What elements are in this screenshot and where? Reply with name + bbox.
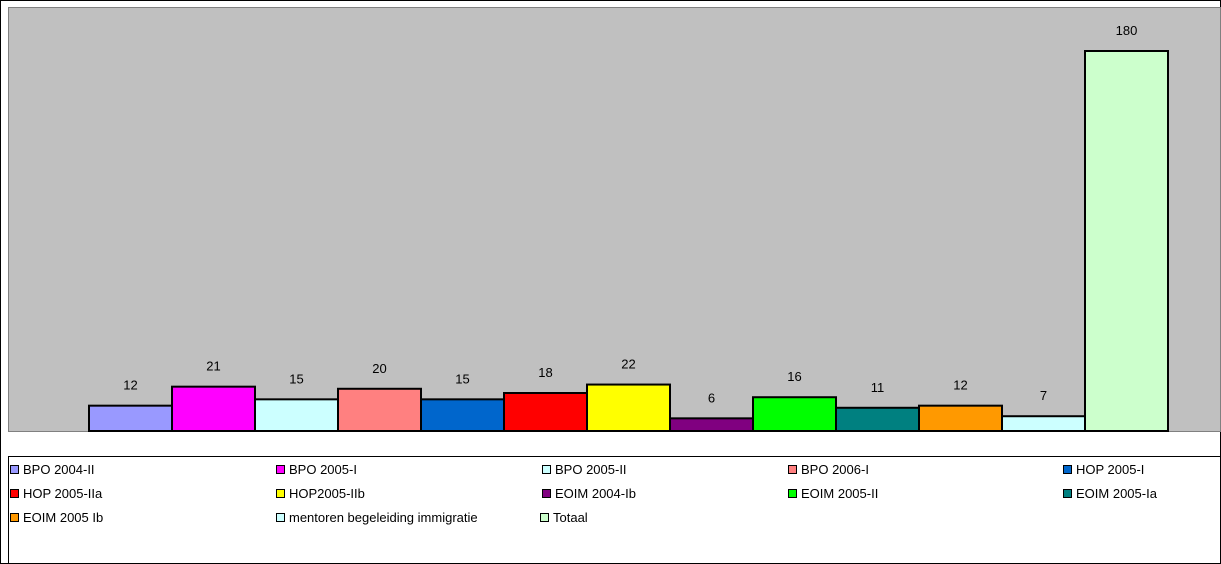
legend-item-10: EOIM 2005 Ib <box>10 510 103 525</box>
legend-swatch-11 <box>276 513 285 522</box>
data-label-1: 21 <box>206 359 220 374</box>
legend-swatch-9 <box>1063 489 1072 498</box>
legend-swatch-2 <box>542 465 551 474</box>
legend-label-5: HOP 2005-IIa <box>23 486 103 501</box>
legend-item-11: mentoren begeleiding immigratie <box>276 510 478 525</box>
bar-11 <box>1001 415 1086 433</box>
legend-label-6: HOP2005-IIb <box>289 486 365 501</box>
data-label-7: 6 <box>708 390 715 405</box>
bar-7 <box>669 417 754 433</box>
legend-label-12: Totaal <box>553 510 588 525</box>
legend-item-7: EOIM 2004-Ib <box>542 486 636 501</box>
legend-label-7: EOIM 2004-Ib <box>555 486 636 501</box>
legend-label-0: BPO 2004-II <box>23 462 95 477</box>
bars-group: 12 21 15 20 15 18 22 6 16 11 12 7 180 <box>88 23 1169 433</box>
legend-item-1: BPO 2005-I <box>276 462 357 477</box>
plot-area <box>8 7 1221 432</box>
legend-label-11: mentoren begeleiding immigratie <box>289 510 478 525</box>
data-label-9: 11 <box>871 380 885 395</box>
legend-swatch-1 <box>276 465 285 474</box>
data-label-4: 15 <box>455 371 469 386</box>
data-label-11: 7 <box>1040 388 1047 403</box>
legend-label-9: EOIM 2005-Ia <box>1076 486 1157 501</box>
legend-item-5: HOP 2005-IIa <box>10 486 102 501</box>
legend-item-8: EOIM 2005-II <box>788 486 878 501</box>
bar-8 <box>752 396 837 433</box>
data-label-2: 15 <box>289 371 303 386</box>
bar-6 <box>586 383 671 432</box>
legend-swatch-4 <box>1063 465 1072 474</box>
legend-item-4: HOP 2005-I <box>1063 462 1144 477</box>
legend-swatch-7 <box>542 489 551 498</box>
legend-item-6: HOP2005-IIb <box>276 486 365 501</box>
legend-item-12: Totaal <box>540 510 588 525</box>
legend-swatch-12 <box>540 513 549 522</box>
bar-0 <box>88 404 173 432</box>
bar-5 <box>503 392 588 432</box>
legend-swatch-10 <box>10 513 19 522</box>
legend-label-1: BPO 2005-I <box>289 462 357 477</box>
legend-item-9: EOIM 2005-Ia <box>1063 486 1157 501</box>
data-label-0: 12 <box>123 378 137 393</box>
bar-9 <box>835 406 920 432</box>
data-label-5: 18 <box>538 365 552 380</box>
data-label-12: 180 <box>1116 23 1138 38</box>
bar-1 <box>171 385 256 432</box>
data-label-10: 12 <box>953 378 967 393</box>
legend-label-10: EOIM 2005 Ib <box>23 510 104 525</box>
legend-label-2: BPO 2005-II <box>555 462 627 477</box>
legend-item-0: BPO 2004-II <box>10 462 95 477</box>
data-label-6: 22 <box>621 357 635 372</box>
bar-10 <box>918 404 1003 432</box>
legend-item-2: BPO 2005-II <box>542 462 627 477</box>
data-label-8: 16 <box>787 369 801 384</box>
legend-item-3: BPO 2006-I <box>788 462 869 477</box>
bar-4 <box>420 398 505 433</box>
data-label-3: 20 <box>372 361 386 376</box>
legend-label-4: HOP 2005-I <box>1076 462 1145 477</box>
legend-label-3: BPO 2006-I <box>801 462 869 477</box>
legend-swatch-8 <box>788 489 797 498</box>
legend-swatch-6 <box>276 489 285 498</box>
legend-swatch-3 <box>788 465 797 474</box>
bar-2 <box>254 398 339 433</box>
bar-3 <box>337 387 422 432</box>
legend-label-8: EOIM 2005-II <box>801 486 879 501</box>
legend-swatch-5 <box>10 489 19 498</box>
bar-12 <box>1084 50 1169 432</box>
legend-swatch-0 <box>10 465 19 474</box>
